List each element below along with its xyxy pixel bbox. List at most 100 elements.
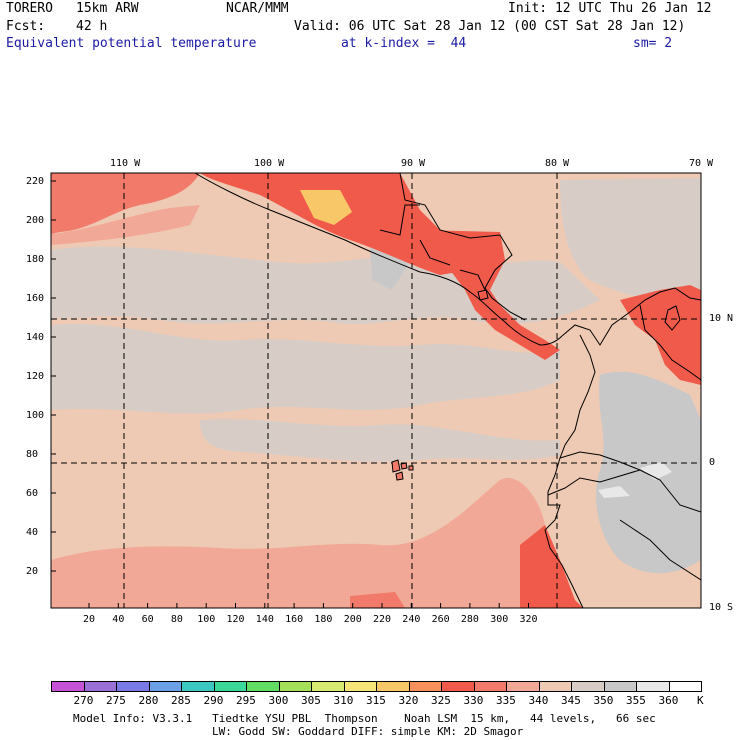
axis-ticks bbox=[51, 180, 529, 608]
colorbar-label: 300 bbox=[268, 694, 289, 707]
colorbar-label: 345 bbox=[561, 694, 581, 707]
x-tick-label: 260 bbox=[431, 614, 450, 625]
lat-label-10s: 10 S bbox=[709, 602, 734, 613]
border-nicaragua bbox=[459, 269, 486, 291]
colorbar-label: 325 bbox=[431, 694, 451, 707]
colorbar-swatch bbox=[571, 681, 605, 692]
colorbar-swatch bbox=[51, 681, 85, 692]
colorbar-swatch bbox=[148, 681, 182, 692]
colorbar-label: 320 bbox=[398, 694, 419, 707]
colorbar-swatch bbox=[116, 681, 150, 692]
coastline-mexico-central-america bbox=[194, 173, 563, 346]
colorbar-swatch bbox=[376, 681, 410, 692]
colorbar-label: 285 bbox=[171, 694, 191, 707]
colorbar-swatch bbox=[636, 681, 670, 692]
field-red-peru-coast bbox=[520, 525, 583, 608]
colorbar-label: 360 bbox=[658, 694, 679, 707]
coastline-colombia-north bbox=[561, 287, 701, 346]
colorbar-label: 295 bbox=[236, 694, 256, 707]
lon-label-80w: 80 W bbox=[545, 158, 570, 169]
lon-label-100w: 100 W bbox=[254, 158, 285, 169]
colorbar-swatch bbox=[506, 681, 540, 692]
field-name: Equivalent potential temperature bbox=[6, 36, 257, 51]
colorbar-label: 330 bbox=[463, 694, 484, 707]
smoothing-info: sm= 2 bbox=[633, 36, 673, 51]
colorbar-label: 310 bbox=[333, 694, 354, 707]
field-band-350-central bbox=[51, 323, 560, 414]
colorbar-unit: K bbox=[697, 694, 704, 707]
model-resolution: 15km ARW bbox=[76, 1, 139, 16]
y-tick-label: 60 bbox=[26, 488, 39, 499]
field-orange-highlands bbox=[300, 190, 352, 225]
y-tick-label: 100 bbox=[26, 410, 45, 421]
galapagos-islands bbox=[391, 459, 414, 481]
map-frame bbox=[50, 172, 702, 609]
lat-label-10n: 10 N bbox=[709, 313, 734, 324]
colorbar-swatch bbox=[441, 681, 475, 692]
border-guatemala-honduras bbox=[419, 239, 451, 266]
level-info: at k-index = 44 bbox=[341, 36, 467, 51]
x-tick-label: 240 bbox=[402, 614, 421, 625]
coastline-caribbean-side bbox=[399, 173, 526, 321]
colorbar-label: 290 bbox=[203, 694, 224, 707]
x-tick-label: 100 bbox=[197, 614, 216, 625]
x-tick-label: 220 bbox=[373, 614, 392, 625]
colorbar-swatch bbox=[473, 681, 507, 692]
forecast-hour: 42 h bbox=[76, 19, 108, 34]
lake-maracaibo bbox=[664, 305, 681, 331]
colorbar-label: 275 bbox=[106, 694, 126, 707]
y-tick-label: 120 bbox=[26, 371, 45, 382]
border-colombia-venezuela bbox=[639, 304, 701, 381]
y-tick-label: 220 bbox=[26, 176, 45, 187]
x-tick-label: 80 bbox=[170, 614, 183, 625]
x-tick-label: 200 bbox=[343, 614, 362, 625]
field-band-350-north bbox=[51, 246, 600, 324]
x-tick-label: 20 bbox=[83, 614, 96, 625]
colorbar-label: 355 bbox=[626, 694, 646, 707]
border-colombia-ecuador bbox=[559, 451, 641, 471]
colorbar-swatch bbox=[343, 681, 377, 692]
x-tick-label: 280 bbox=[460, 614, 479, 625]
lon-label-110w: 110 W bbox=[110, 158, 141, 169]
lat-label-equator: 0 bbox=[709, 457, 716, 468]
colorbar-swatch bbox=[408, 681, 442, 692]
coastline-pacific-south-america bbox=[544, 334, 596, 608]
y-tick-label: 200 bbox=[26, 215, 45, 226]
field-salmon-south bbox=[51, 478, 545, 608]
x-tick-label: 120 bbox=[226, 614, 245, 625]
colorbar-label: 340 bbox=[528, 694, 549, 707]
colorbar-swatch bbox=[311, 681, 345, 692]
organization: NCAR/MMM bbox=[226, 1, 289, 16]
colorbar-swatch bbox=[538, 681, 572, 692]
y-tick-label: 20 bbox=[26, 566, 39, 577]
colorbar-swatch bbox=[278, 681, 312, 692]
field-grey-southeast bbox=[560, 178, 701, 302]
colorbar-swatch bbox=[603, 681, 637, 692]
model-info-line1: Model Info: V3.3.1 Tiedtke YSU PBL Thomp… bbox=[73, 712, 656, 725]
colorbar-swatch bbox=[83, 681, 117, 692]
y-tick-label: 140 bbox=[26, 332, 45, 343]
y-tick-label: 40 bbox=[26, 527, 39, 538]
colorbar-label: 305 bbox=[301, 694, 321, 707]
field-salmon-northwest bbox=[51, 205, 200, 245]
border-ecuador-peru bbox=[547, 469, 641, 496]
border-mexico-guatemala bbox=[379, 204, 420, 236]
x-tick-label: 160 bbox=[285, 614, 304, 625]
field-red-northwest bbox=[51, 173, 200, 234]
field-band-350-south bbox=[200, 418, 560, 462]
x-tick-label: 140 bbox=[255, 614, 274, 625]
colorbar-swatch bbox=[668, 681, 702, 692]
forecast-label: Fcst: bbox=[6, 19, 46, 34]
colorbar-label: 335 bbox=[496, 694, 516, 707]
x-tick-label: 180 bbox=[314, 614, 333, 625]
x-tick-label: 40 bbox=[112, 614, 125, 625]
x-tick-label: 320 bbox=[519, 614, 538, 625]
colorbar-swatch bbox=[213, 681, 247, 692]
colorbar-swatch bbox=[181, 681, 215, 692]
valid-time: Valid: 06 UTC Sat 28 Jan 12 (00 CST Sat … bbox=[294, 19, 686, 34]
x-tick-label: 60 bbox=[141, 614, 154, 625]
field-red-colombia bbox=[620, 285, 701, 385]
border-peru-brazil bbox=[619, 519, 701, 581]
colorbar-label: 315 bbox=[366, 694, 386, 707]
field-white-360-patch bbox=[598, 462, 672, 498]
